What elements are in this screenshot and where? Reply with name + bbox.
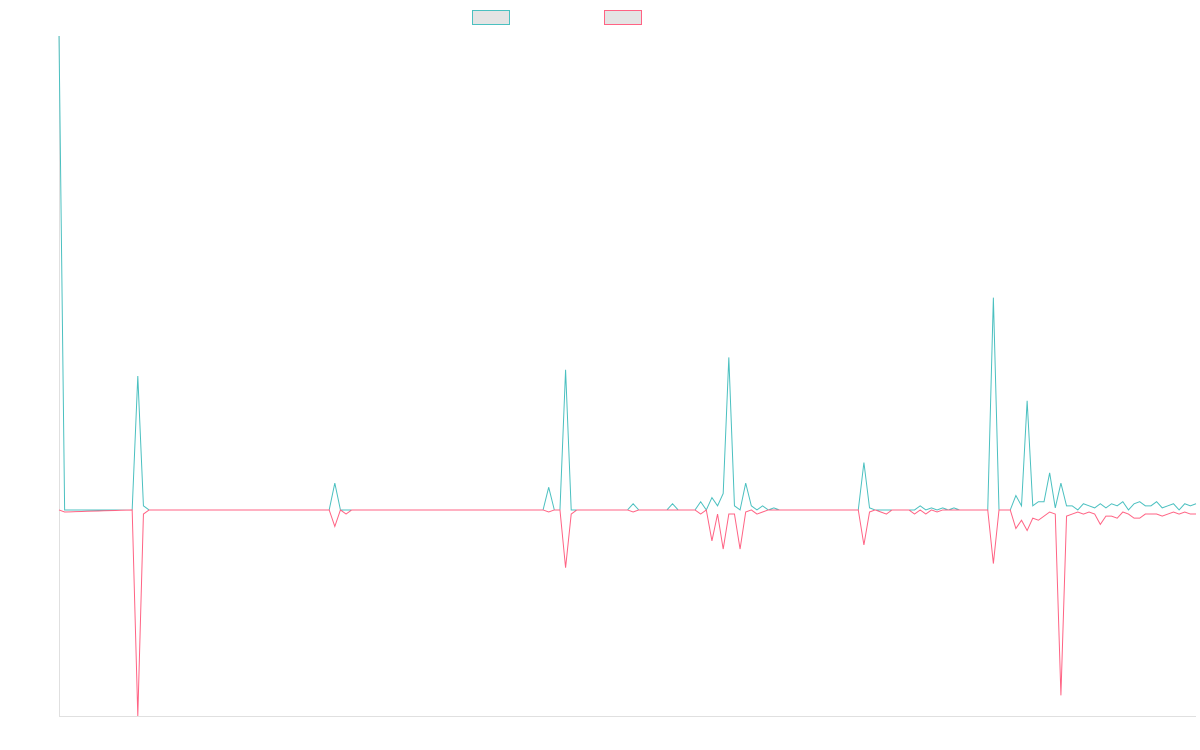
legend-item-series-2[interactable] bbox=[604, 10, 642, 25]
series-layer bbox=[58, 35, 1197, 717]
legend-swatch-series-1 bbox=[472, 10, 510, 25]
series-line-1 bbox=[58, 35, 1197, 511]
series-line-2 bbox=[58, 509, 1196, 717]
legend-swatch-series-2 bbox=[604, 10, 642, 25]
legend-item-series-1[interactable] bbox=[472, 10, 510, 25]
